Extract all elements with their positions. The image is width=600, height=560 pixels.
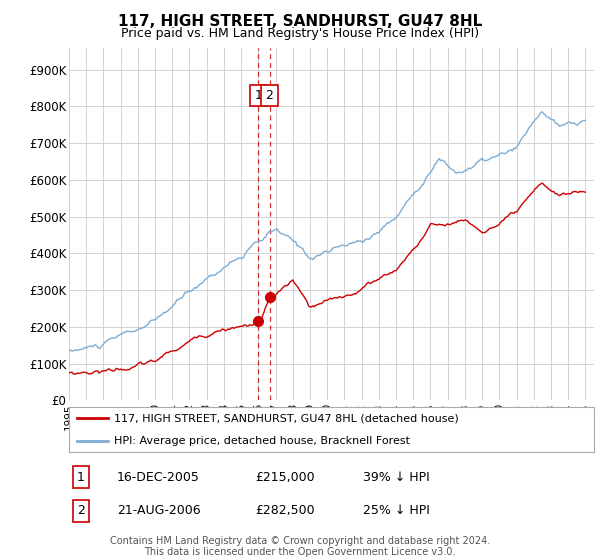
Text: 39% ↓ HPI: 39% ↓ HPI — [363, 470, 430, 484]
Text: 21-AUG-2006: 21-AUG-2006 — [117, 504, 200, 517]
Text: HPI: Average price, detached house, Bracknell Forest: HPI: Average price, detached house, Brac… — [113, 436, 410, 446]
Text: 25% ↓ HPI: 25% ↓ HPI — [363, 504, 430, 517]
Text: 2: 2 — [77, 504, 85, 517]
Text: 1: 1 — [254, 89, 262, 102]
Text: 117, HIGH STREET, SANDHURST, GU47 8HL: 117, HIGH STREET, SANDHURST, GU47 8HL — [118, 14, 482, 29]
Text: £282,500: £282,500 — [255, 504, 314, 517]
Text: £215,000: £215,000 — [255, 470, 314, 484]
Text: 117, HIGH STREET, SANDHURST, GU47 8HL (detached house): 117, HIGH STREET, SANDHURST, GU47 8HL (d… — [113, 413, 458, 423]
Text: 2: 2 — [266, 89, 274, 102]
Text: Contains HM Land Registry data © Crown copyright and database right 2024.
This d: Contains HM Land Registry data © Crown c… — [110, 535, 490, 557]
Text: 1: 1 — [77, 470, 85, 484]
Text: Price paid vs. HM Land Registry's House Price Index (HPI): Price paid vs. HM Land Registry's House … — [121, 27, 479, 40]
Text: 16-DEC-2005: 16-DEC-2005 — [117, 470, 200, 484]
